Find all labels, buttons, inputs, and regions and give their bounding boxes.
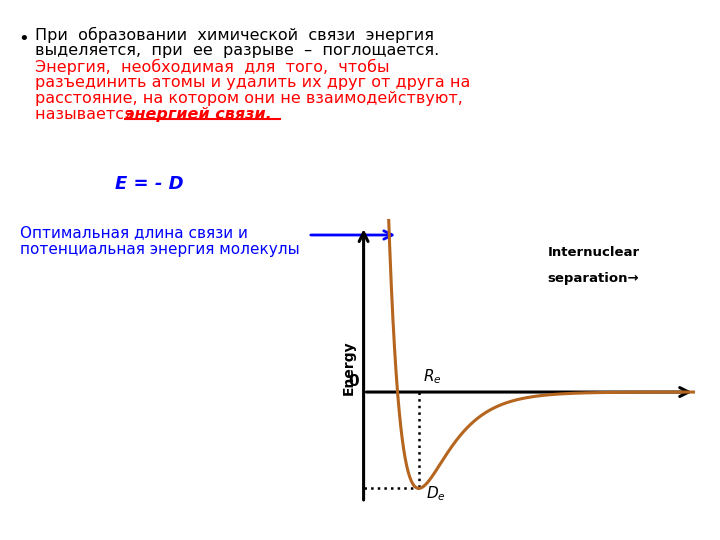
Text: расстояние, на котором они не взаимодействуют,: расстояние, на котором они не взаимодейс…	[35, 91, 463, 106]
Text: потенциальная энергия молекулы: потенциальная энергия молекулы	[20, 242, 300, 257]
Text: Оптимальная длина связи и: Оптимальная длина связи и	[20, 225, 248, 240]
Text: 0: 0	[348, 374, 359, 389]
Text: энергией связи.: энергией связи.	[125, 107, 271, 122]
Text: Internuclear: Internuclear	[548, 246, 640, 259]
Text: •: •	[18, 30, 29, 48]
Text: Энергия,  необходимая  для  того,  чтобы: Энергия, необходимая для того, чтобы	[35, 59, 390, 75]
Text: выделяется,  при  ее  разрыве  –  поглощается.: выделяется, при ее разрыве – поглощается…	[35, 43, 439, 58]
Text: разъединить атомы и удалить их друг от друга на: разъединить атомы и удалить их друг от д…	[35, 75, 470, 90]
Text: separation→: separation→	[548, 272, 639, 285]
Text: $R_e$: $R_e$	[423, 368, 442, 386]
Text: E = - D: E = - D	[115, 175, 184, 193]
Text: $D_e$: $D_e$	[426, 484, 446, 503]
Text: Energy: Energy	[341, 341, 355, 395]
Text: называется: называется	[35, 107, 139, 122]
Text: При  образовании  химической  связи  энергия: При образовании химической связи энергия	[35, 27, 434, 43]
